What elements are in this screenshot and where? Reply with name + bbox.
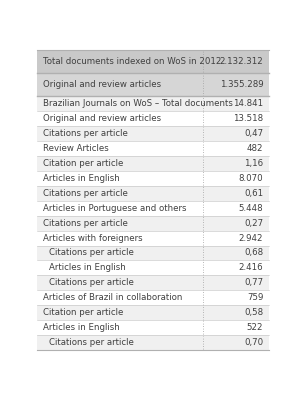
Bar [37,50,269,73]
Bar [37,320,269,335]
Text: 2.132.312: 2.132.312 [219,57,263,66]
Text: 0,70: 0,70 [244,338,263,347]
Bar [37,96,269,111]
Text: 0,61: 0,61 [244,189,263,198]
Text: 759: 759 [247,293,263,302]
Bar [37,290,269,305]
Bar [37,126,269,141]
Bar [37,305,269,320]
Text: Original and review articles: Original and review articles [43,114,161,123]
Text: Brazilian Journals on WoS – Total documents: Brazilian Journals on WoS – Total docume… [43,99,233,108]
Text: Articles in Portuguese and others: Articles in Portuguese and others [43,204,187,213]
Bar [37,260,269,275]
Text: Citation per article: Citation per article [43,308,123,317]
Text: Citations per article: Citations per article [49,278,134,287]
Bar [37,201,269,216]
Text: Original and review articles: Original and review articles [43,80,161,89]
Text: 0,68: 0,68 [244,248,263,258]
Text: Citations per article: Citations per article [49,338,134,347]
Text: 0,27: 0,27 [244,218,263,228]
Bar [37,216,269,231]
Bar [37,231,269,246]
Text: 2.942: 2.942 [239,233,263,243]
Bar [37,73,269,96]
Text: 0,58: 0,58 [244,308,263,317]
Text: 1,16: 1,16 [244,159,263,168]
Bar [37,246,269,260]
Bar [37,141,269,156]
Text: 522: 522 [247,323,263,332]
Text: Articles in English: Articles in English [43,323,120,332]
Bar [37,186,269,201]
Text: 482: 482 [247,144,263,153]
Text: Citation per article: Citation per article [43,159,123,168]
Text: Articles in English: Articles in English [43,174,120,183]
Text: 13.518: 13.518 [233,114,263,123]
Bar [37,335,269,350]
Text: 0,77: 0,77 [244,278,263,287]
Text: Citations per article: Citations per article [43,129,128,138]
Text: 1.355.289: 1.355.289 [220,80,263,89]
Bar [37,111,269,126]
Text: Total documents indexed on WoS in 2012: Total documents indexed on WoS in 2012 [43,57,222,66]
Text: Citations per article: Citations per article [43,218,128,228]
Text: 5.448: 5.448 [239,204,263,213]
Text: 0,47: 0,47 [244,129,263,138]
Text: 14.841: 14.841 [233,99,263,108]
Text: Citations per article: Citations per article [43,189,128,198]
Text: Articles of Brazil in collaboration: Articles of Brazil in collaboration [43,293,183,302]
Bar [37,156,269,171]
Text: Citations per article: Citations per article [49,248,134,258]
Text: 8.070: 8.070 [239,174,263,183]
Text: Articles in English: Articles in English [49,263,126,273]
Text: 2.416: 2.416 [239,263,263,273]
Bar [37,275,269,290]
Bar [37,171,269,186]
Text: Articles with foreigners: Articles with foreigners [43,233,143,243]
Text: Review Articles: Review Articles [43,144,109,153]
